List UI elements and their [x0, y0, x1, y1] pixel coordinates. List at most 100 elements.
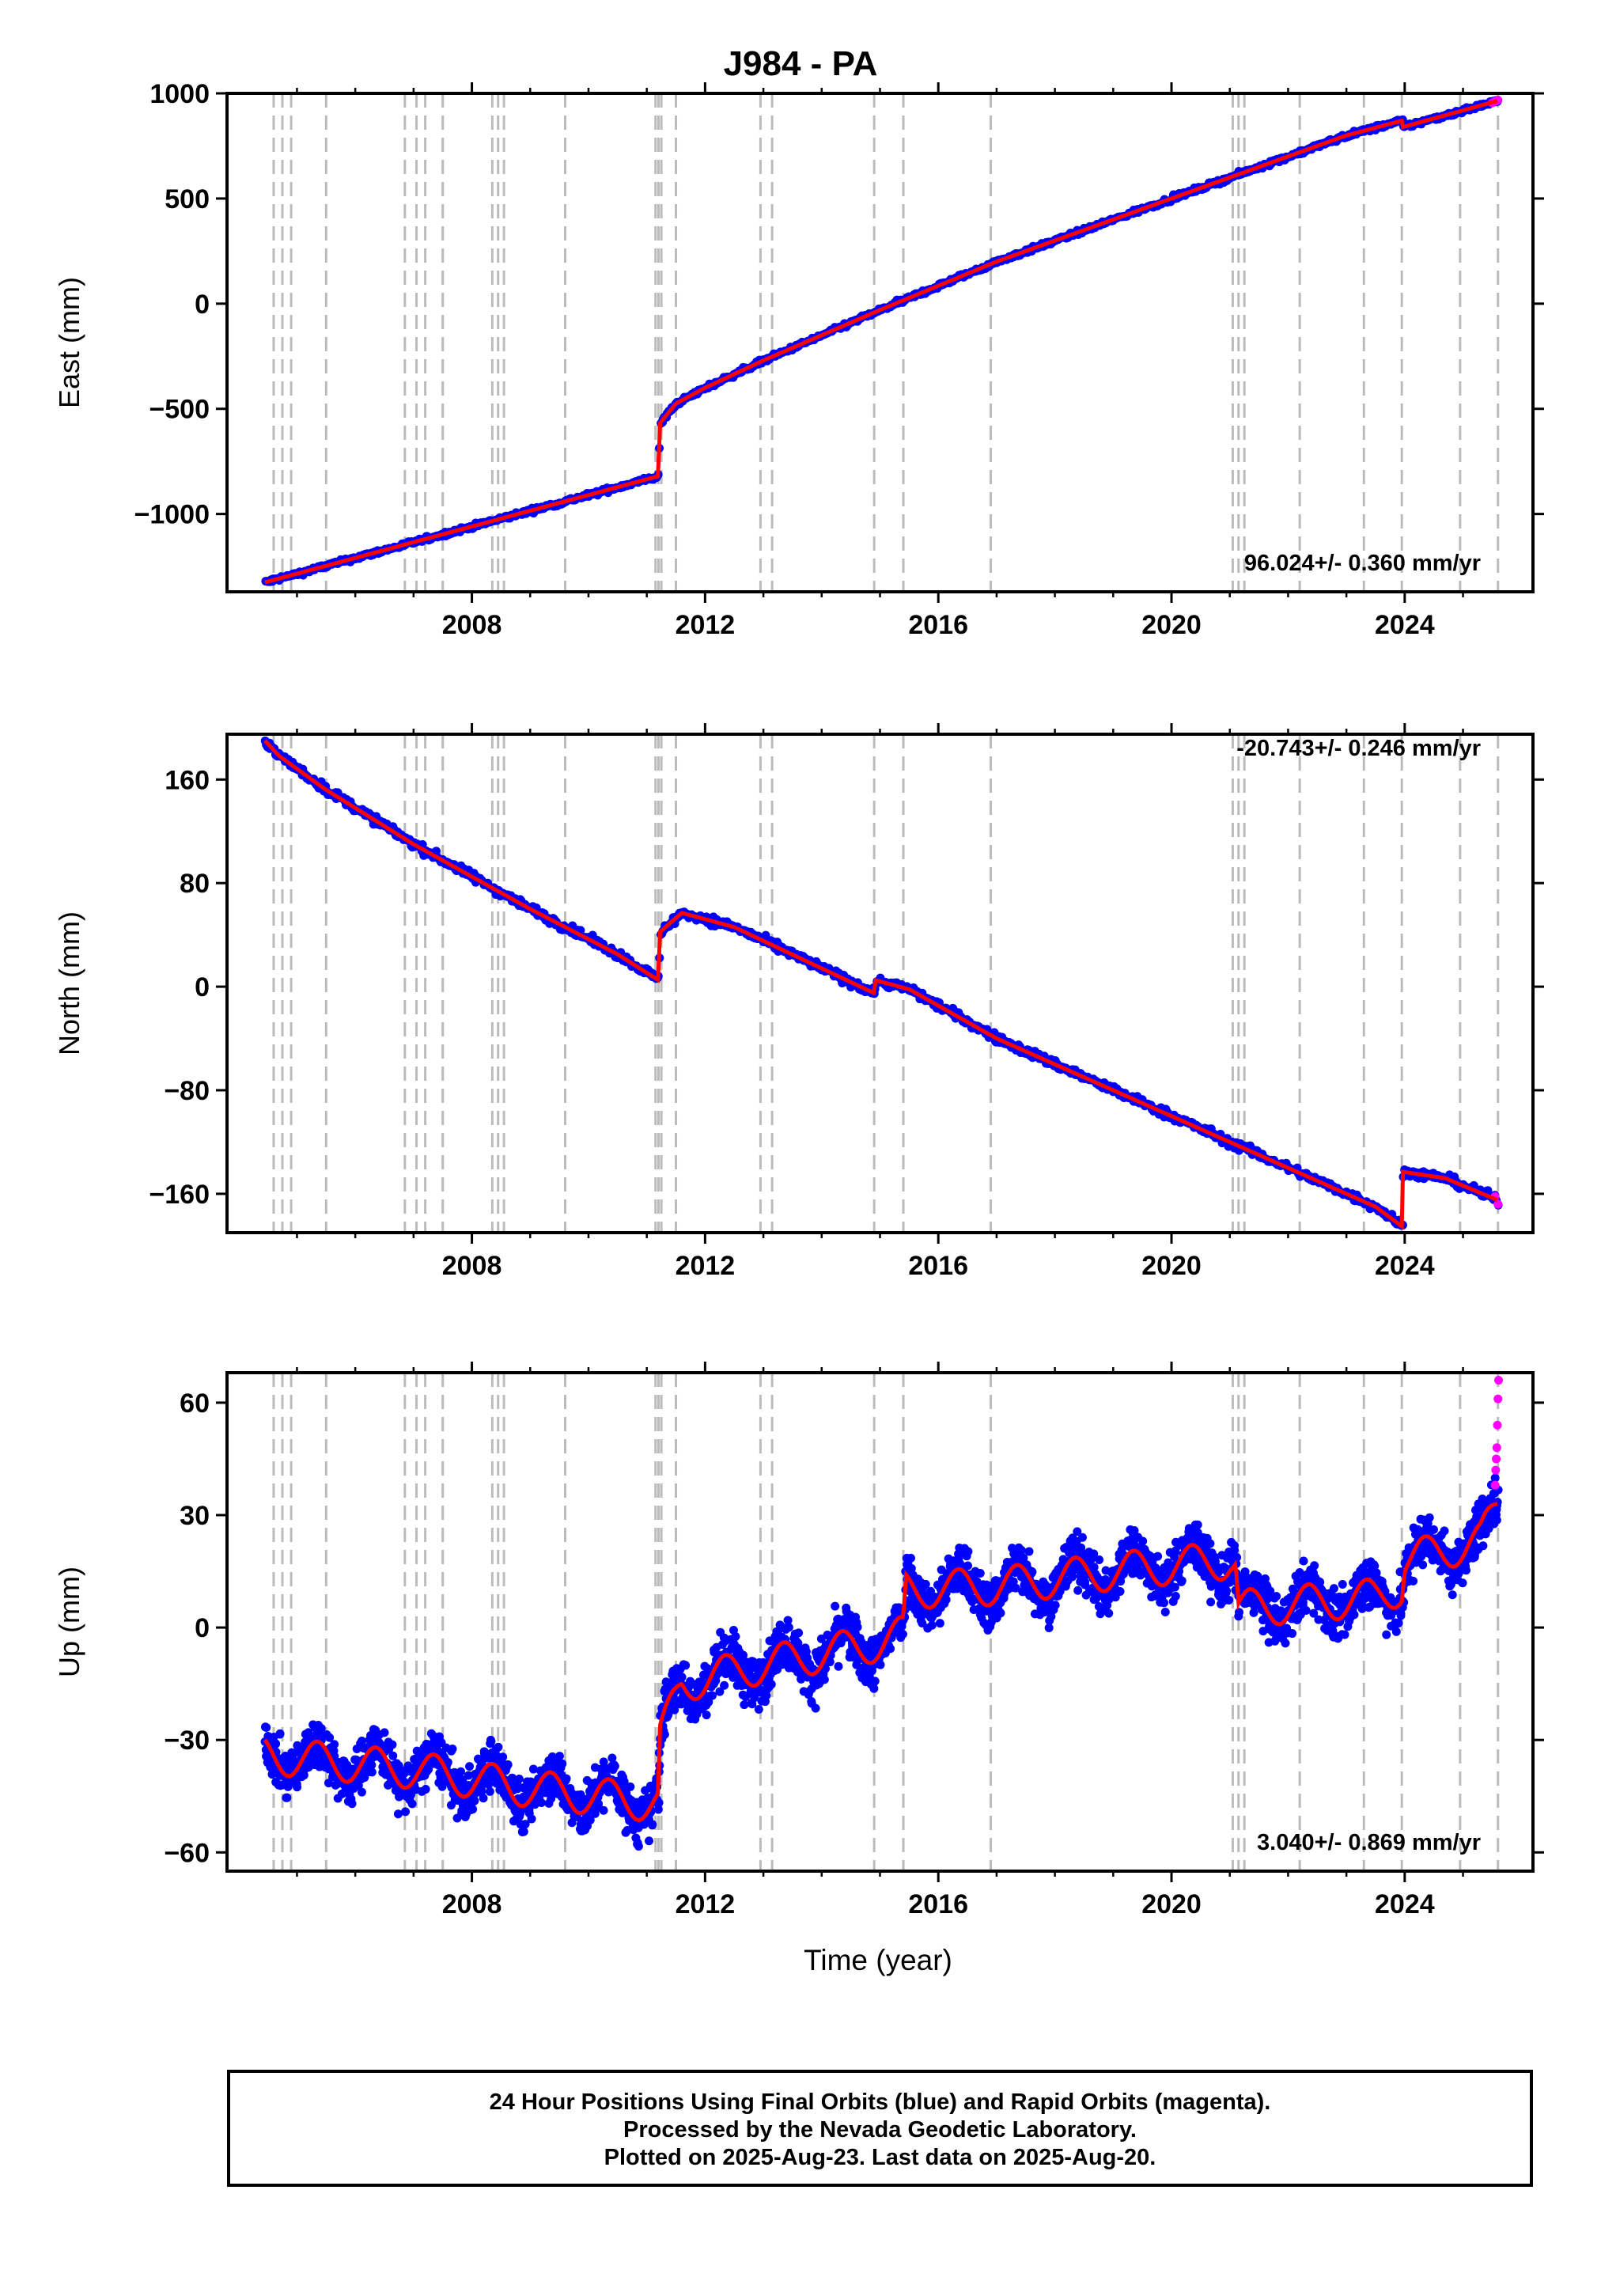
x-tick-label: 2008 [442, 1251, 502, 1281]
data-point [1177, 1576, 1187, 1586]
data-point [494, 1742, 503, 1752]
data-point [367, 1760, 377, 1770]
y-axis-label: East (mm) [53, 277, 85, 408]
data-point [963, 1547, 973, 1556]
data-point [1193, 1520, 1202, 1529]
final-orbit-points [260, 1473, 1503, 1851]
data-point [831, 1601, 840, 1611]
data-point [1016, 1546, 1026, 1555]
data-point [407, 1799, 417, 1809]
data-point [1205, 1539, 1215, 1548]
data-point [927, 1620, 937, 1630]
data-point [754, 1705, 763, 1714]
data-point [1230, 1545, 1240, 1555]
data-point [1077, 1533, 1087, 1542]
data-point [527, 1814, 536, 1824]
data-point [1115, 1587, 1125, 1597]
data-point [357, 1787, 366, 1797]
data-point [503, 1760, 513, 1769]
data-point [784, 1623, 793, 1632]
data-point [599, 1805, 608, 1815]
data-point [645, 1836, 654, 1846]
data-point [720, 1680, 729, 1690]
data-point [1160, 1608, 1170, 1617]
data-point [996, 1608, 1005, 1618]
data-point [731, 1632, 740, 1642]
data-point [448, 1744, 457, 1753]
data-point [963, 1561, 973, 1570]
data-point [1024, 1547, 1034, 1556]
y-tick-label: −160 [149, 1180, 210, 1210]
data-point [834, 1661, 843, 1671]
data-point [519, 1827, 528, 1836]
y-tick-label: 1000 [150, 79, 210, 109]
data-point [702, 1711, 711, 1720]
data-point [380, 1728, 389, 1737]
data-point [470, 1796, 479, 1805]
data-point [1095, 1555, 1104, 1564]
y-tick-label: 160 [165, 765, 210, 795]
final-orbit-points [261, 96, 1502, 586]
x-tick-label: 2008 [442, 610, 502, 640]
data-point [1068, 1572, 1077, 1582]
data-point [292, 1779, 301, 1789]
data-point [498, 1752, 508, 1762]
data-point [558, 1759, 567, 1768]
rate-label: 96.024+/- 0.360 mm/yr [1244, 551, 1481, 576]
data-point [262, 1722, 271, 1732]
y-axis-label: North (mm) [53, 911, 85, 1055]
data-point [1288, 1629, 1297, 1639]
data-point [456, 1767, 466, 1776]
x-tick-label: 2012 [676, 1251, 736, 1281]
data-point [1160, 1598, 1169, 1608]
x-tick-label: 2016 [908, 610, 968, 640]
panel-east: 2008 2012 2016 2020 2024−1000−50005001000Eas… [53, 79, 1544, 640]
data-point [634, 1842, 643, 1851]
data-point [329, 1746, 339, 1756]
data-point [1050, 1601, 1060, 1610]
data-point [514, 1774, 524, 1783]
data-point [1232, 1553, 1242, 1563]
data-point [282, 1793, 292, 1802]
data-point [906, 1553, 915, 1563]
model-line [263, 739, 1498, 1230]
data-point [707, 1691, 717, 1700]
data-point [610, 1761, 619, 1771]
data-point [1104, 1608, 1114, 1618]
y-tick-label: 0 [195, 972, 210, 1002]
data-point [876, 1660, 885, 1669]
x-tick-label: 2024 [1375, 610, 1435, 640]
data-point [766, 1680, 776, 1689]
plot-frame [225, 92, 1535, 593]
model-line [264, 99, 1498, 585]
data-point [486, 1737, 496, 1746]
panels: 2008 2012 2016 2020 2024−1000−50005001000Eas… [53, 79, 1544, 1919]
data-point [401, 1807, 411, 1817]
data-point [681, 1661, 691, 1670]
x-tick-label: 2020 [1141, 610, 1202, 640]
data-point [1281, 1639, 1290, 1648]
data-point [388, 1751, 398, 1760]
x-tick-label: 2020 [1141, 1251, 1202, 1281]
data-point [347, 1799, 357, 1809]
data-point [935, 1619, 944, 1628]
data-point [485, 1786, 494, 1796]
data-point [869, 1684, 879, 1693]
data-point [1206, 1597, 1216, 1607]
data-point [811, 1703, 820, 1713]
data-point [870, 1677, 880, 1686]
data-point [1224, 1595, 1234, 1605]
data-point [819, 1675, 829, 1684]
data-point [271, 1739, 281, 1749]
data-point [853, 1623, 862, 1632]
x-tick-label: 2012 [676, 610, 736, 640]
data-point [648, 1820, 657, 1829]
data-point [626, 1782, 635, 1791]
x-tick-label: 2024 [1375, 1251, 1435, 1281]
data-point [1171, 1592, 1180, 1601]
data-point [562, 1774, 571, 1783]
data-point [388, 1740, 397, 1749]
data-point [975, 1568, 985, 1578]
